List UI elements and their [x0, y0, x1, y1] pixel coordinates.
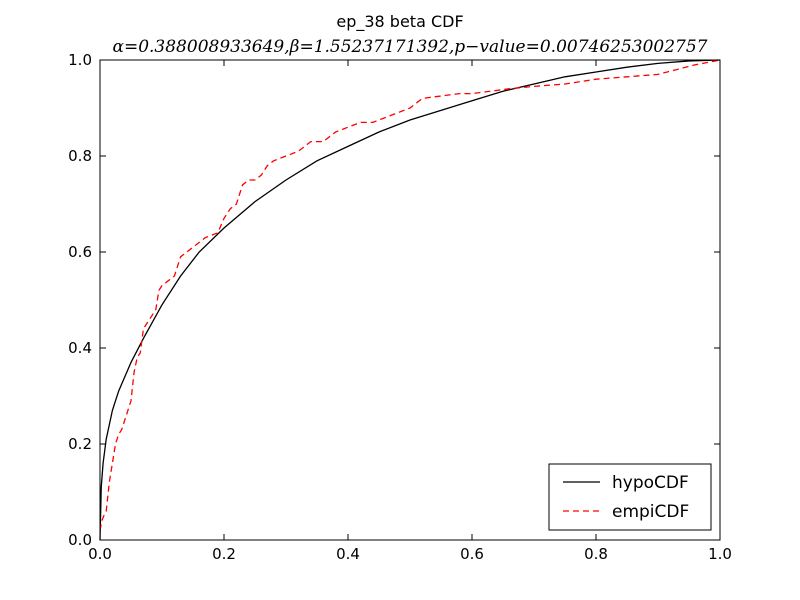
plot-area: 0.0 0.2 0.4 0.6 0.8 1.0 0.0 0.2 0.4 0.6 0.8 1.0 [68, 51, 732, 563]
y-tick-label: 0.0 [68, 531, 92, 549]
x-tick-label: 0.2 [212, 545, 236, 563]
plot-border [99, 59, 721, 541]
y-tick-label: 1.0 [68, 51, 92, 69]
series-line-empicdf [99, 59, 721, 531]
y-tick-label: 0.6 [68, 243, 92, 261]
series-line-hypocdf [99, 59, 721, 541]
legend: hypoCDF empiCDF [548, 463, 712, 531]
chart-subtitle: α=0.388008933649,β=1.55237171392,p−value… [112, 37, 707, 57]
x-tick-label: 0.8 [584, 545, 608, 563]
legend-label-empicdf: empiCDF [612, 502, 689, 522]
ticks-layer: 0.0 0.2 0.4 0.6 0.8 1.0 0.0 0.2 0.4 0.6 0.8 1.0 [68, 51, 732, 563]
legend-label-hypocdf: hypoCDF [612, 473, 689, 493]
series-layer [99, 59, 721, 541]
chart-title: ep_38 beta CDF [336, 12, 463, 32]
x-tick-label: 0.0 [88, 545, 112, 563]
plot-frame [100, 60, 720, 540]
x-tick-label: 1.0 [708, 545, 732, 563]
series-empicdf [99, 59, 721, 531]
series-hypocdf [99, 59, 721, 541]
y-tick-label: 0.8 [68, 147, 92, 165]
x-tick-label: 0.4 [336, 545, 360, 563]
legend-box [548, 463, 712, 531]
y-tick-label: 0.4 [68, 339, 92, 357]
x-tick-label: 0.6 [460, 545, 484, 563]
y-tick-label: 0.2 [68, 435, 92, 453]
